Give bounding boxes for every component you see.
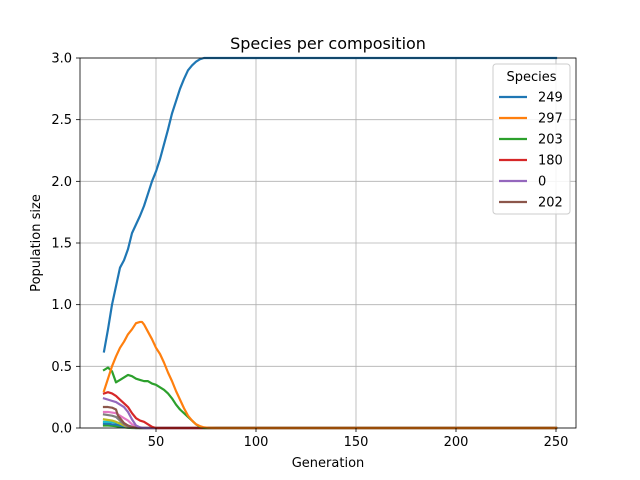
y-axis-label: Population size: [29, 194, 44, 292]
series-line-202: [102, 405, 558, 430]
series-line-unlabeled-6: [102, 410, 558, 430]
legend-title: Species: [506, 70, 556, 85]
legend: Species 249 297 203 180 0 202: [492, 63, 571, 215]
x-tick-label: 250: [544, 435, 569, 450]
y-tick-label: 0.0: [51, 422, 72, 437]
y-axis: 0.0 0.5 1.0 1.5 2.0 2.5 3.0: [51, 52, 80, 437]
y-tick-label: 2.5: [51, 113, 72, 128]
x-axis-label: Generation: [292, 456, 365, 471]
legend-label-297: 297: [538, 112, 563, 127]
y-tick-label: 2.0: [51, 175, 72, 190]
x-tick-label: 150: [344, 435, 369, 450]
x-axis: 50 100 150 200 250: [148, 428, 569, 450]
series-line-297: [102, 320, 558, 430]
y-tick-label: 1.0: [51, 298, 72, 313]
legend-box: [492, 63, 571, 215]
x-tick-label: 200: [444, 435, 469, 450]
series-line-0: [102, 397, 558, 430]
series-line-203: [102, 366, 558, 430]
legend-label-0: 0: [538, 175, 546, 190]
series-line-249: [102, 56, 558, 353]
y-tick-label: 0.5: [51, 360, 72, 375]
series-line-unlabeled-7: [102, 413, 558, 430]
legend-label-180: 180: [538, 154, 563, 169]
x-tick-label: 50: [148, 435, 165, 450]
legend-label-203: 203: [538, 133, 563, 148]
y-tick-label: 1.5: [51, 237, 72, 252]
y-tick-label: 3.0: [51, 52, 72, 67]
x-tick-label: 100: [244, 435, 269, 450]
legend-label-202: 202: [538, 196, 563, 211]
chart-title: Species per composition: [230, 34, 426, 53]
series-line-unlabeled-8: [102, 418, 558, 430]
legend-label-249: 249: [538, 91, 563, 106]
